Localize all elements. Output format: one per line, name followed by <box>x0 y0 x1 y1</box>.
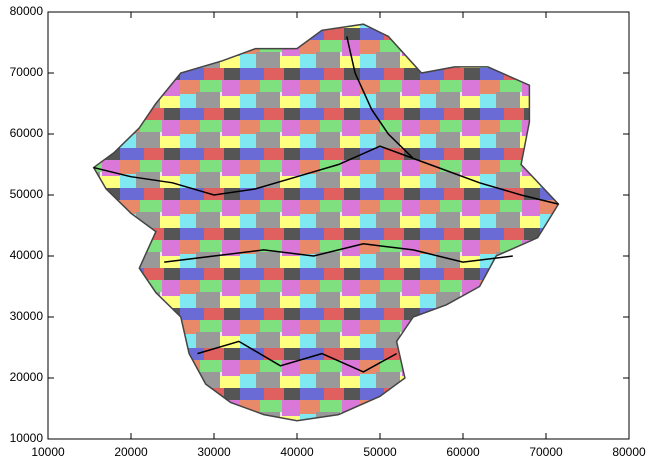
y-tick-label: 20000 <box>10 370 44 384</box>
x-tick-label: 40000 <box>280 445 314 459</box>
page: {"chart_data": { "type": "area-map", "xl… <box>0 0 650 464</box>
y-tick-label: 60000 <box>10 126 44 140</box>
x-tick-label: 50000 <box>363 445 397 459</box>
y-tick-label: 40000 <box>10 248 44 262</box>
y-tick-label: 80000 <box>10 4 44 18</box>
y-tick-label: 10000 <box>10 431 44 445</box>
x-tick-label: 10000 <box>31 445 65 459</box>
x-tick-label: 30000 <box>197 445 231 459</box>
x-tick-label: 60000 <box>446 445 480 459</box>
y-tick-label: 70000 <box>10 65 44 79</box>
y-tick-label: 50000 <box>10 187 44 201</box>
chart: 10000 20000 30000 40000 50000 60000 70000 80000… <box>0 0 650 464</box>
x-tick-label: 80000 <box>612 445 646 459</box>
x-tick-label: 70000 <box>529 445 563 459</box>
basin-area <box>94 24 559 421</box>
x-tick-label: 20000 <box>114 445 148 459</box>
y-tick-label: 30000 <box>10 309 44 323</box>
